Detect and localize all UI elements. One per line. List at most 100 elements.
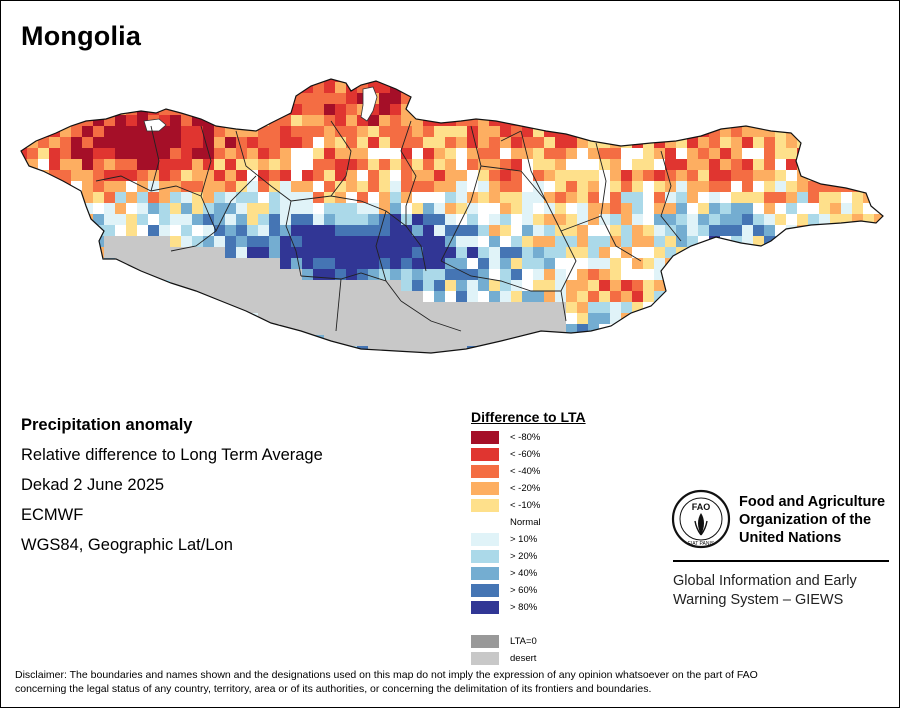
raster-cell xyxy=(27,115,38,126)
raster-cell xyxy=(302,236,313,247)
province-boundaries xyxy=(95,120,682,332)
raster-cell xyxy=(181,258,192,269)
raster-cell xyxy=(313,236,324,247)
raster-cell xyxy=(720,93,731,104)
raster-cell xyxy=(566,159,577,170)
raster-cell xyxy=(170,93,181,104)
raster-cell xyxy=(830,104,841,115)
raster-cell xyxy=(786,79,797,82)
raster-cell xyxy=(533,79,544,82)
raster-cell xyxy=(137,291,148,302)
raster-cell xyxy=(236,324,247,335)
raster-cell xyxy=(863,302,874,313)
raster-cell xyxy=(808,115,819,126)
raster-cell xyxy=(456,104,467,115)
raster-cell xyxy=(610,203,621,214)
raster-cell xyxy=(401,170,412,181)
raster-cell xyxy=(324,170,335,181)
raster-cell xyxy=(357,269,368,280)
raster-cell xyxy=(764,115,775,126)
raster-cell xyxy=(544,137,555,148)
raster-cell xyxy=(401,79,412,82)
raster-cell xyxy=(544,335,555,346)
raster-cell xyxy=(203,346,214,353)
raster-cell xyxy=(335,82,346,93)
raster-cell xyxy=(632,225,643,236)
raster-cell xyxy=(599,93,610,104)
raster-cell xyxy=(82,258,93,269)
raster-cell xyxy=(819,137,830,148)
lake-khovsgol xyxy=(360,86,378,122)
raster-cell xyxy=(786,313,797,324)
raster-cell xyxy=(368,79,379,82)
raster-cell xyxy=(698,181,709,192)
raster-cell xyxy=(456,335,467,346)
raster-cell xyxy=(863,82,874,93)
raster-cell xyxy=(313,280,324,291)
raster-cell xyxy=(478,137,489,148)
raster-cell xyxy=(445,181,456,192)
raster-cell xyxy=(863,192,874,203)
raster-cell xyxy=(874,225,883,236)
raster-cell xyxy=(423,258,434,269)
raster-cell xyxy=(379,324,390,335)
raster-cell xyxy=(434,181,445,192)
raster-cell xyxy=(192,225,203,236)
raster-cell xyxy=(434,79,445,82)
raster-cell xyxy=(830,225,841,236)
raster-cell xyxy=(214,82,225,93)
raster-cell xyxy=(423,159,434,170)
raster-cell xyxy=(577,148,588,159)
raster-cell xyxy=(269,313,280,324)
raster-cell xyxy=(643,269,654,280)
raster-cell xyxy=(280,313,291,324)
raster-cell xyxy=(60,313,71,324)
raster-cell xyxy=(797,313,808,324)
raster-cell xyxy=(115,79,126,82)
raster-cell xyxy=(698,170,709,181)
legend-label: < -80% xyxy=(510,432,541,443)
raster-cell xyxy=(225,104,236,115)
raster-cell xyxy=(159,148,170,159)
raster-cell xyxy=(764,302,775,313)
raster-cell xyxy=(852,302,863,313)
raster-cell xyxy=(379,203,390,214)
raster-cell xyxy=(786,247,797,258)
raster-cell xyxy=(247,181,258,192)
raster-cell xyxy=(71,225,82,236)
raster-cell xyxy=(775,93,786,104)
raster-cell xyxy=(291,291,302,302)
raster-cell xyxy=(555,258,566,269)
raster-cell xyxy=(764,214,775,225)
raster-cell xyxy=(885,148,896,159)
raster-cell xyxy=(478,93,489,104)
raster-cell xyxy=(610,280,621,291)
raster-cell xyxy=(489,258,500,269)
raster-cell xyxy=(808,258,819,269)
raster-cell xyxy=(643,115,654,126)
raster-cell xyxy=(775,269,786,280)
raster-cell xyxy=(841,203,852,214)
raster-cell xyxy=(621,79,632,82)
raster-cell xyxy=(478,159,489,170)
raster-cell xyxy=(687,192,698,203)
raster-cell xyxy=(742,148,753,159)
raster-cell xyxy=(401,93,412,104)
raster-cell xyxy=(522,137,533,148)
raster-cell xyxy=(148,258,159,269)
raster-cell xyxy=(819,357,830,368)
raster-cell xyxy=(775,225,786,236)
raster-cell xyxy=(368,126,379,137)
raster-cell xyxy=(456,192,467,203)
raster-cell xyxy=(797,181,808,192)
raster-cell xyxy=(49,291,60,302)
raster-cell xyxy=(192,269,203,280)
raster-cell xyxy=(489,170,500,181)
raster-cell xyxy=(357,291,368,302)
raster-cell xyxy=(269,324,280,335)
raster-cell xyxy=(434,225,445,236)
raster-cell xyxy=(731,126,742,137)
raster-cell xyxy=(82,324,93,335)
raster-cell xyxy=(192,258,203,269)
raster-cell xyxy=(137,115,148,126)
